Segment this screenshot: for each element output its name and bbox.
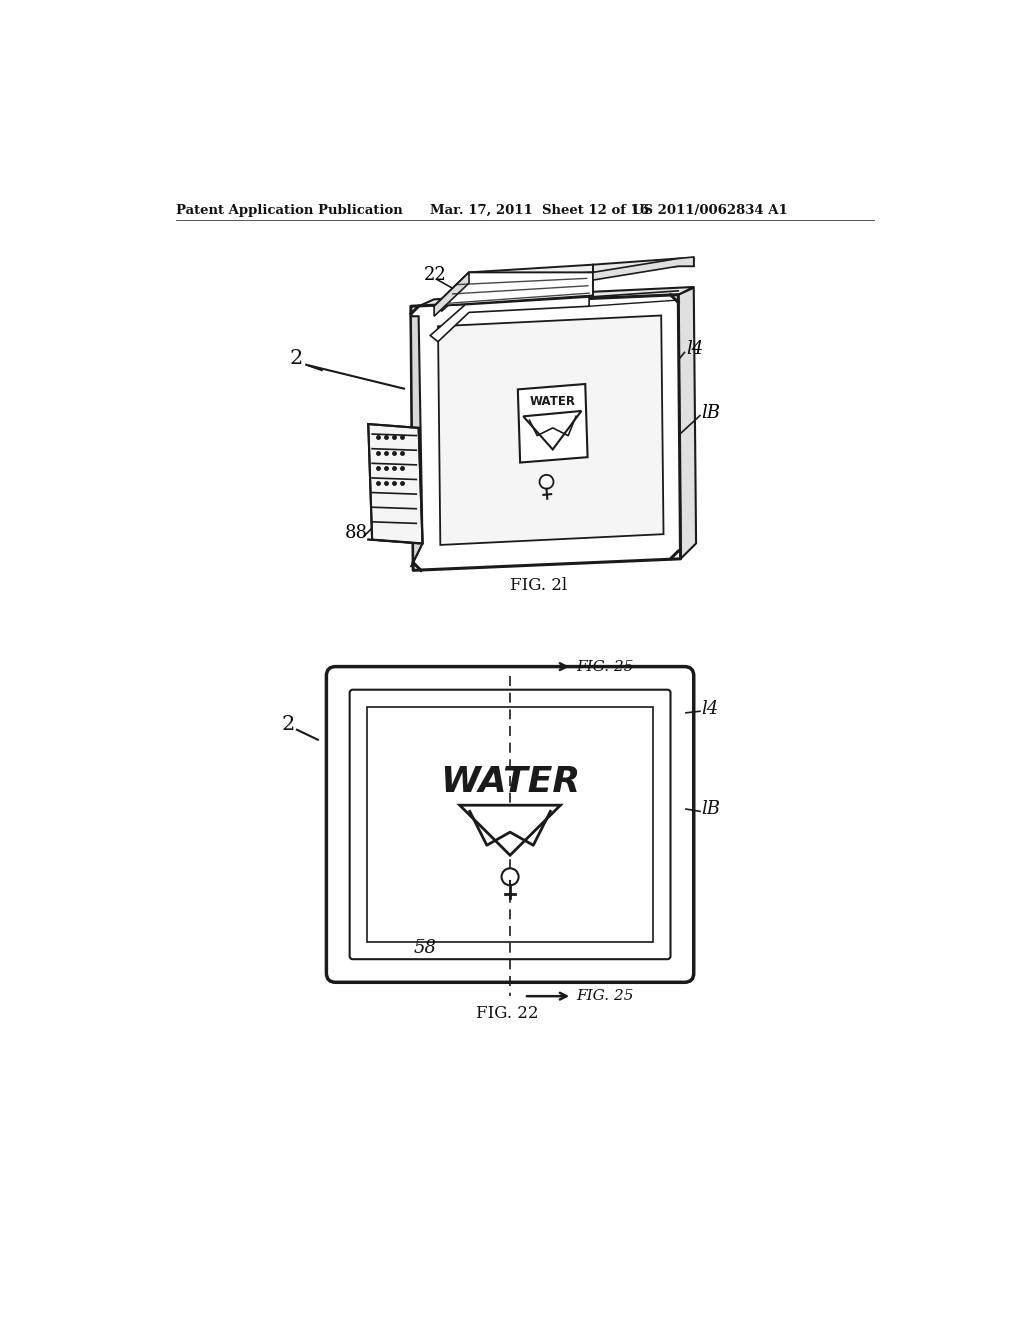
Polygon shape — [369, 424, 423, 544]
FancyBboxPatch shape — [367, 706, 653, 942]
Polygon shape — [593, 259, 693, 272]
Text: 58: 58 — [562, 511, 585, 529]
Text: 88: 88 — [345, 524, 368, 543]
Polygon shape — [678, 288, 696, 558]
Polygon shape — [434, 264, 593, 312]
Polygon shape — [593, 257, 693, 280]
Polygon shape — [523, 411, 582, 449]
Polygon shape — [419, 301, 671, 562]
Circle shape — [502, 869, 518, 886]
Polygon shape — [518, 384, 588, 462]
Polygon shape — [411, 317, 423, 562]
Polygon shape — [434, 272, 469, 317]
Text: lB: lB — [701, 800, 721, 818]
Polygon shape — [419, 286, 693, 306]
FancyBboxPatch shape — [349, 689, 671, 960]
Polygon shape — [460, 805, 560, 855]
Text: WATER: WATER — [440, 766, 581, 799]
Text: 22: 22 — [424, 267, 446, 284]
Text: 58: 58 — [414, 939, 436, 957]
Text: 2: 2 — [282, 715, 295, 734]
Text: WATER: WATER — [529, 395, 575, 408]
FancyBboxPatch shape — [327, 667, 693, 982]
Polygon shape — [430, 297, 589, 342]
Text: Patent Application Publication: Patent Application Publication — [176, 205, 402, 218]
Polygon shape — [434, 272, 593, 306]
Text: FIG. 2l: FIG. 2l — [510, 577, 567, 594]
Text: FIG. 25: FIG. 25 — [575, 660, 634, 673]
Circle shape — [540, 475, 554, 488]
Text: US 2011/0062834 A1: US 2011/0062834 A1 — [632, 205, 787, 218]
Text: lB: lB — [701, 404, 721, 421]
Text: l4: l4 — [686, 341, 703, 358]
Polygon shape — [411, 294, 681, 570]
Text: FIG. 25: FIG. 25 — [575, 989, 634, 1003]
Text: FIG. 22: FIG. 22 — [476, 1005, 539, 1022]
Polygon shape — [438, 315, 664, 545]
Text: l4: l4 — [701, 700, 719, 718]
Text: 2: 2 — [289, 348, 302, 368]
Text: Mar. 17, 2011  Sheet 12 of 16: Mar. 17, 2011 Sheet 12 of 16 — [430, 205, 649, 218]
